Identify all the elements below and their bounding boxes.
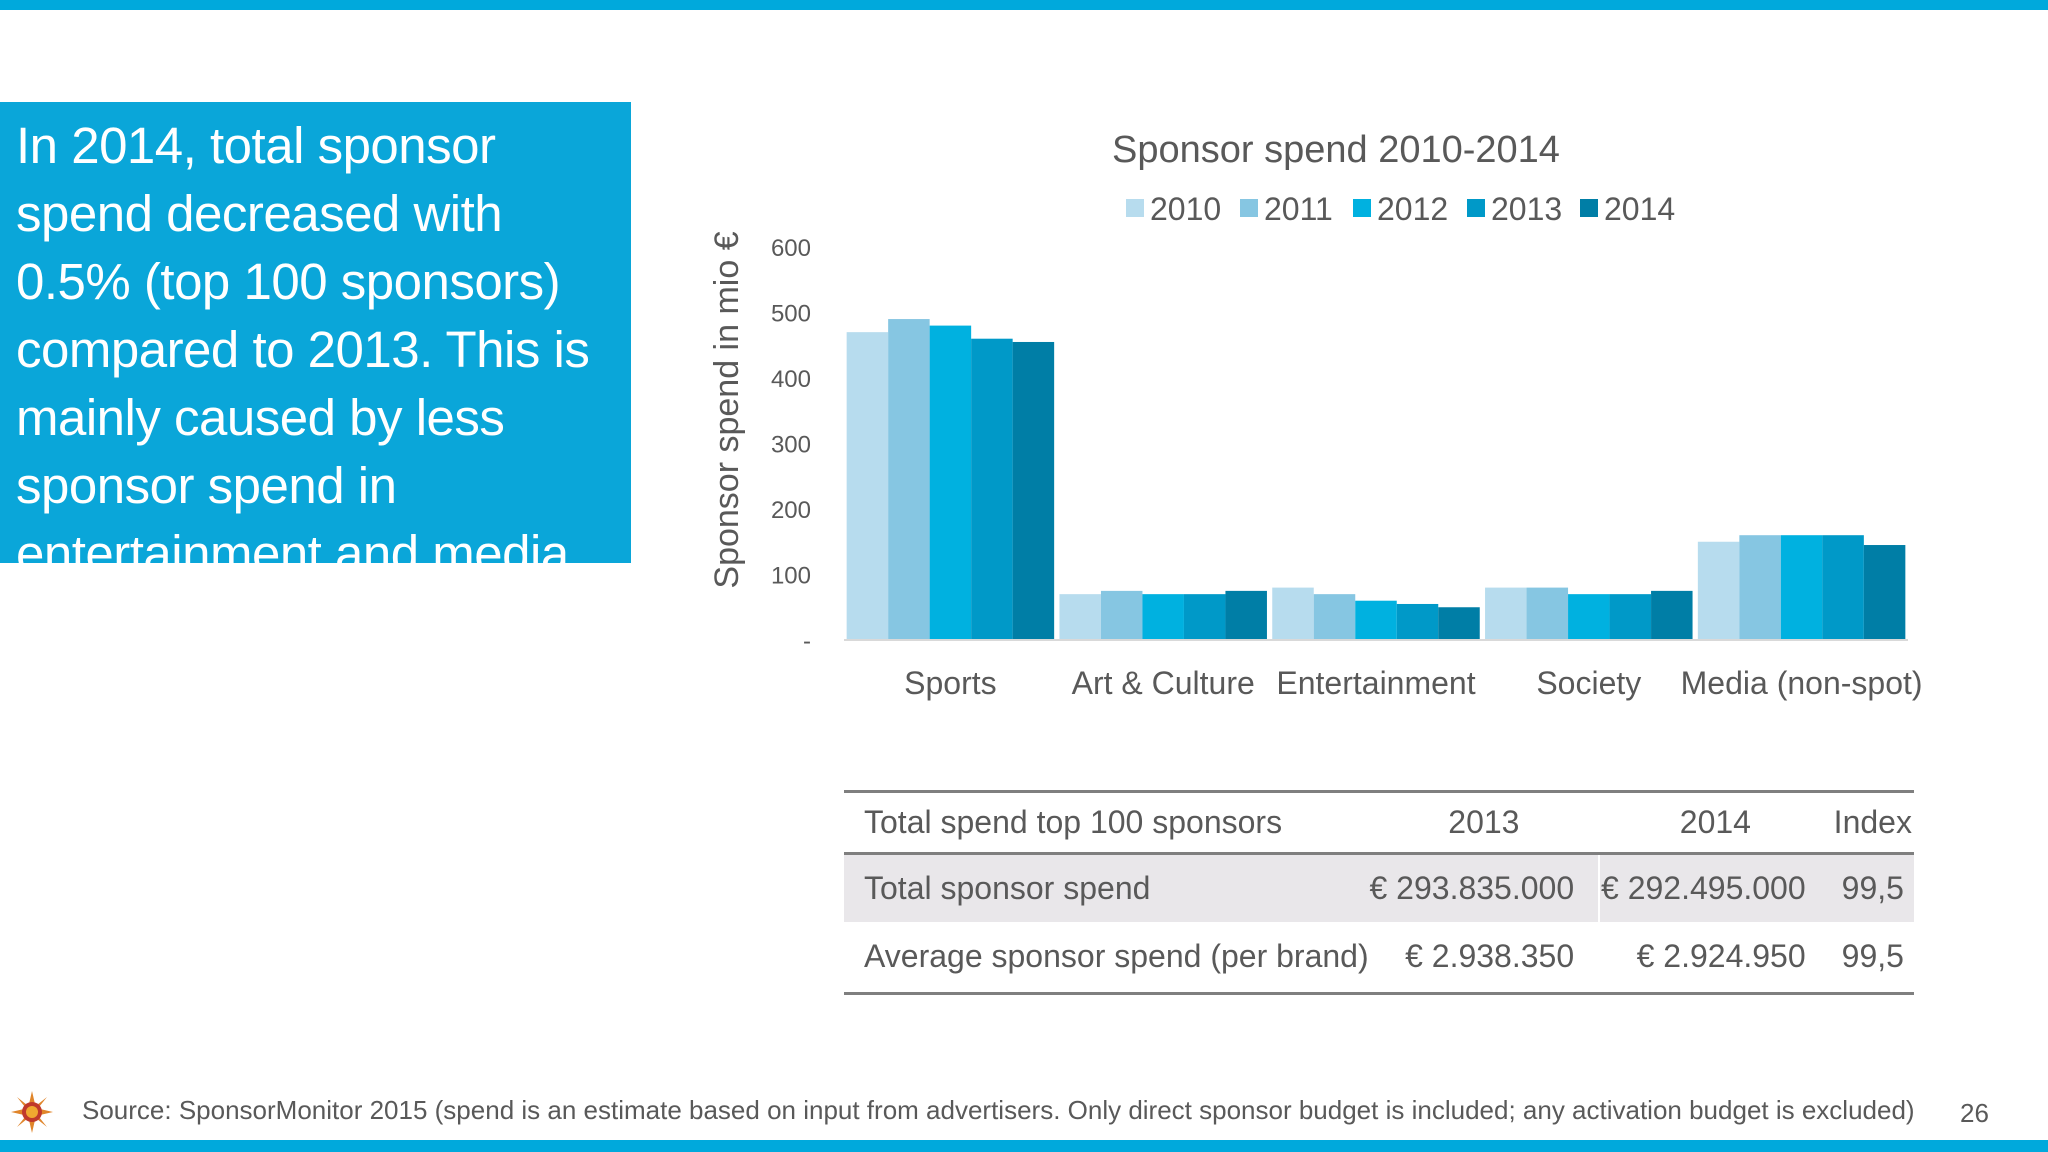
bar bbox=[1142, 594, 1184, 640]
table-cell: € 2.924.950 bbox=[1636, 938, 1806, 975]
bar bbox=[1313, 594, 1356, 640]
y-tick-label: 300 bbox=[771, 432, 811, 459]
page-number: 26 bbox=[1960, 1098, 1989, 1128]
y-axis-title: Sponsor spend in mio € bbox=[708, 231, 746, 588]
table-header-row: Total spend top 100 sponsors 2013 2014 I… bbox=[844, 791, 1914, 854]
table-header-2013: 2013 bbox=[1448, 804, 1520, 840]
table-cell: € 293.835.000 bbox=[1368, 853, 1601, 922]
bottom-accent-bar bbox=[0, 1140, 2048, 1152]
bar bbox=[1272, 587, 1314, 640]
x-category-label: Sports bbox=[904, 665, 996, 701]
bar bbox=[1355, 600, 1397, 640]
table-row: Total sponsor spend € 293.835.000 € 292.… bbox=[844, 853, 1914, 922]
bar bbox=[1822, 535, 1864, 640]
chart-title: Sponsor spend 2010-2014 bbox=[1112, 129, 1560, 171]
legend-label: 2014 bbox=[1604, 191, 1675, 227]
table-cell: € 292.495.000 bbox=[1601, 869, 1806, 906]
table-row: Average sponsor spend (per brand) € 2.93… bbox=[844, 921, 1914, 994]
callout-text: In 2014, total sponsor spend decreased w… bbox=[16, 117, 590, 582]
sun-logo-icon bbox=[11, 1091, 53, 1133]
legend-swatch bbox=[1240, 199, 1258, 217]
table-cell: € 2.938.350 bbox=[1368, 921, 1601, 994]
bar bbox=[1012, 341, 1055, 640]
bar bbox=[1183, 594, 1226, 640]
bar bbox=[1651, 590, 1693, 640]
bar bbox=[1739, 535, 1781, 640]
bar bbox=[1059, 594, 1101, 640]
legend-label: 2010 bbox=[1150, 191, 1221, 227]
legend-swatch bbox=[1126, 199, 1144, 217]
bar bbox=[888, 319, 930, 640]
bar bbox=[1526, 587, 1569, 640]
table-cell: Average sponsor spend (per brand) bbox=[864, 938, 1369, 975]
bar bbox=[1568, 594, 1610, 640]
y-tick-label: 400 bbox=[771, 366, 811, 393]
y-tick-label: 600 bbox=[771, 235, 811, 262]
legend-swatch bbox=[1467, 199, 1485, 217]
legend-label: 2011 bbox=[1264, 191, 1333, 227]
table-cell: 99,5 bbox=[1841, 869, 1904, 906]
bar bbox=[1780, 535, 1823, 640]
bar bbox=[1396, 603, 1439, 640]
bar bbox=[1438, 607, 1480, 640]
x-category-label: Media (non-spot) bbox=[1681, 665, 1923, 701]
x-category-label: Society bbox=[1536, 665, 1641, 701]
source-note: Source: SponsorMonitor 2015 (spend is an… bbox=[82, 1095, 1915, 1125]
y-tick-label: 200 bbox=[771, 497, 811, 524]
legend-label: 2012 bbox=[1377, 191, 1448, 227]
bar bbox=[1485, 587, 1527, 640]
table-header-index: Index bbox=[1833, 804, 1912, 840]
callout-box: In 2014, total sponsor spend decreased w… bbox=[0, 102, 631, 582]
bar bbox=[1863, 545, 1906, 640]
x-category-label: Art & Culture bbox=[1072, 665, 1255, 701]
bar bbox=[846, 332, 889, 640]
y-tick-label: 100 bbox=[771, 563, 811, 590]
bar bbox=[929, 325, 972, 640]
bar bbox=[1609, 594, 1652, 640]
legend-label: 2013 bbox=[1491, 191, 1562, 227]
bar bbox=[1225, 590, 1267, 640]
table-cell: Total sponsor spend bbox=[864, 869, 1151, 906]
bar bbox=[1100, 590, 1143, 640]
top-accent-bar bbox=[0, 0, 2048, 10]
x-category-label: Entertainment bbox=[1276, 665, 1475, 701]
y-tick-label: 500 bbox=[771, 301, 811, 328]
bar bbox=[971, 338, 1013, 640]
spend-table: Total spend top 100 sponsors 2013 2014 I… bbox=[844, 790, 1914, 995]
bar bbox=[1697, 541, 1740, 640]
table-header-2014: 2014 bbox=[1679, 804, 1751, 840]
legend-swatch bbox=[1353, 199, 1371, 217]
table-cell: 99,5 bbox=[1841, 938, 1904, 975]
y-tick-label: - bbox=[803, 628, 811, 655]
legend-swatch bbox=[1580, 199, 1598, 217]
table-header-label: Total spend top 100 sponsors bbox=[864, 804, 1283, 840]
